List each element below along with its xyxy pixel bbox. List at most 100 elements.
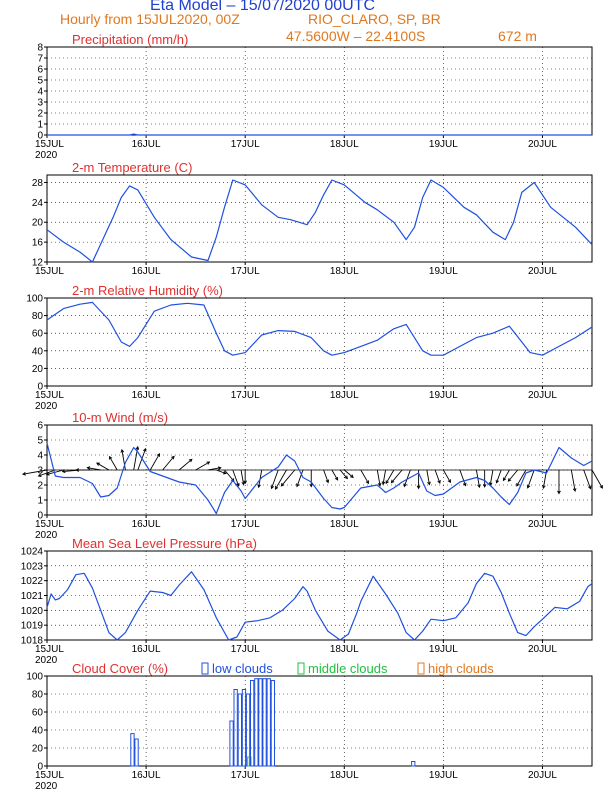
wind-vector <box>339 469 348 479</box>
rh-series-line <box>46 301 593 356</box>
station-name: RIO_CLARO, SP, BR <box>308 11 441 27</box>
wind-vector-head <box>325 479 330 484</box>
wind-xtick-label: 15JUL <box>35 519 64 530</box>
rh-xtick-label: 15JUL <box>35 390 64 401</box>
cloud-panel: Cloud Cover (%) 0 20 40 60 80 100 15JUL 16JUL 17J… <box>26 661 593 792</box>
cloud-ytick-label: 80 <box>32 690 44 701</box>
wind-vector-head <box>542 485 546 490</box>
rh-ytick-label: 60 <box>32 329 44 340</box>
mslp-ytick-label: 1022 <box>21 576 44 587</box>
wind-vector <box>459 469 466 486</box>
wind-vector-head <box>171 455 175 460</box>
temp-xtick-label: 20JUL <box>528 266 557 277</box>
cloud-ytick-label: 60 <box>32 708 44 719</box>
wind-vector <box>385 469 395 484</box>
wind-vector <box>382 469 387 485</box>
wind-vector-head <box>587 485 592 490</box>
wind-vector-head <box>120 448 125 453</box>
cloud-bar-low <box>266 678 271 767</box>
mslp-series-line <box>46 571 593 641</box>
mslp-year-label: 2020 <box>35 655 58 666</box>
temp-ytick-label: 28 <box>32 178 44 189</box>
temp-xtick-label: 15JUL <box>35 266 64 277</box>
mslp-xtick-label: 16JUL <box>132 644 161 655</box>
wind-vector-head <box>222 470 227 475</box>
rh-frame <box>46 297 593 387</box>
wind-ytick-label: 0 <box>37 511 43 522</box>
cloud-bar-low <box>134 738 139 767</box>
rh-title: 2-m Relative Humidity (%) <box>72 283 223 298</box>
wind-vector <box>442 469 451 483</box>
rh-ytick-label: 0 <box>37 382 43 393</box>
wind-vector-head <box>135 445 140 450</box>
wind-vector <box>240 469 245 485</box>
temp-panel: 2-m Temperature (C) 12 16 20 24 28 15JUL 16JUL 1… <box>32 160 593 277</box>
rh-ytick-label: 100 <box>26 294 43 305</box>
wind-vector-head <box>437 480 441 484</box>
wind-vector <box>570 469 576 492</box>
wind-vector-head <box>156 452 161 457</box>
wind-ytick-label: 5 <box>37 436 43 447</box>
wind-vector <box>178 458 193 471</box>
wind-vector <box>224 469 235 482</box>
wind-vector <box>207 467 221 471</box>
wind-ytick-label: 4 <box>37 451 43 462</box>
mslp-ytick-label: 1018 <box>21 636 44 647</box>
wind-vector-head <box>507 478 512 482</box>
temp-ytick-label: 12 <box>32 258 44 269</box>
precip-ytick-label: 0 <box>37 131 43 142</box>
wind-vector-head <box>109 455 113 460</box>
wind-vector-head <box>482 484 487 488</box>
wind-vector <box>323 469 329 483</box>
wind-vector-head <box>270 485 275 490</box>
wind-vector <box>516 469 527 487</box>
cloud-xtick-label: 20JUL <box>528 770 557 781</box>
cloud-bar-low <box>229 720 234 767</box>
cloud-xtick-label: 17JUL <box>231 770 260 781</box>
cloud-bar-low <box>237 693 242 767</box>
wind-vector-head <box>526 484 531 489</box>
precip-year-label: 2020 <box>35 150 58 161</box>
precip-xtick-label: 18JUL <box>330 139 359 150</box>
wind-series-line <box>46 442 593 515</box>
rh-xtick-label: 17JUL <box>231 390 260 401</box>
mslp-title: Mean Sea Level Pressure (hPa) <box>72 536 257 551</box>
mslp-xtick-label: 15JUL <box>35 644 64 655</box>
cloud-bar-low <box>250 680 255 767</box>
cloud-bar-low <box>245 693 251 767</box>
legend-middle-clouds: middle clouds <box>308 661 388 676</box>
temp-frame <box>46 174 593 263</box>
temp-ytick-label: 20 <box>32 218 44 229</box>
cloud-frame <box>46 675 593 767</box>
mslp-ytick-label: 1021 <box>21 591 44 602</box>
wind-vector <box>527 469 535 489</box>
wind-vector <box>426 469 430 485</box>
temp-xtick-label: 19JUL <box>429 266 458 277</box>
wind-vector-head <box>502 477 507 482</box>
wind-vector-head <box>416 485 421 490</box>
wind-title: 10-m Wind (m/s) <box>72 410 168 425</box>
mslp-ytick-label: 1024 <box>21 547 44 558</box>
wind-vector <box>391 469 403 484</box>
wind-vector <box>343 469 354 478</box>
wind-vector-head <box>217 466 222 470</box>
wind-vector <box>296 469 304 487</box>
wind-vector <box>162 456 175 471</box>
wind-vector-head <box>447 479 451 484</box>
wind-vector <box>216 469 227 474</box>
wind-vector <box>137 448 146 471</box>
cloud-xtick-label: 18JUL <box>330 770 359 781</box>
mslp-panel: Mean Sea Level Pressure (hPa) 1018 1019 102… <box>21 536 593 666</box>
mslp-ytick-label: 1019 <box>21 621 44 632</box>
cloud-year-label: 2020 <box>35 781 58 792</box>
wind-vector-head <box>243 480 248 485</box>
wind-vector <box>87 467 101 471</box>
precip-series-line <box>47 133 592 136</box>
precip-ytick-label: 1 <box>37 120 43 131</box>
wind-vector <box>508 469 519 482</box>
precip-xtick-label: 15JUL <box>35 139 64 150</box>
wind-vector-head <box>427 481 431 486</box>
